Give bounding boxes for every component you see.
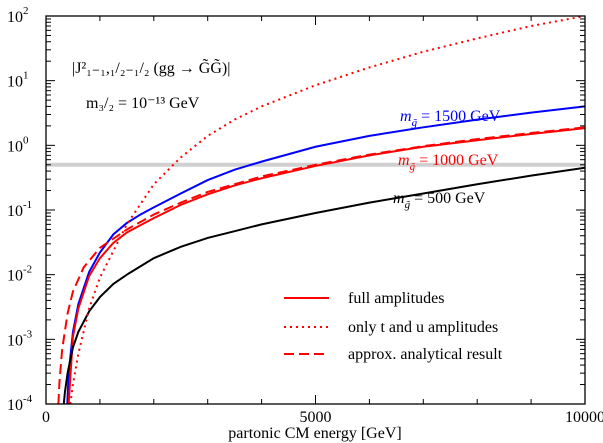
y-tick-label: 100 [7,134,29,155]
y-tick-label: 101 [7,70,29,91]
tick-layer: 0 5000 10000 10-4 10-3 10-2 10-1 100 101 102 [7,5,603,426]
y-tick-label: 10-1 [7,199,32,220]
curve-label-m-gluino-1000: mg̃ = 1000 GeV [398,152,499,173]
x-tick-label: 10000 [565,409,603,426]
legend-label-full-amplitudes: full amplitudes [348,290,444,307]
x-axis-label: partonic CM energy [GeV] [228,425,401,442]
curve-layer [57,16,585,404]
x-tick-label: 5000 [300,409,332,426]
annotation-layer: |J²₁₋₁,₁/₂₋₁/₂ (gg → G̃G̃)| m₃/₂ = 10⁻¹³ … [72,59,230,112]
legend-label-approx-analytical-result: approx. analytical result [348,346,503,363]
series-line-approx-analytical-result [57,126,585,404]
curve-label-m-gluino-1500: mg̃ = 1500 GeV [400,108,501,129]
legend: full amplitudes only t and u amplitudes ap… [284,290,503,363]
legend-label-only-t-and-u-amplitudes: only t and u amplitudes [348,319,498,336]
series-line-m-g-1000-gev [67,127,585,404]
y-tick-label: 10-3 [7,328,33,349]
curve-label-m-gluino-500: mg̃ = 500 GeV [393,190,486,211]
x-tick-label: 0 [42,409,50,426]
series-line-m-g-1500-gev [66,105,585,404]
gravitino-mass-annotation: m₃/₂ = 10⁻¹³ GeV [86,95,200,112]
y-tick-label: 102 [7,5,29,26]
y-tick-label: 10-2 [7,264,32,285]
y-tick-label: 10-4 [7,393,33,414]
series-line-m-g-500-gev [62,166,585,404]
formula-annotation: |J²₁₋₁,₁/₂₋₁/₂ (gg → G̃G̃)| [72,59,230,77]
curve-label-layer: mg̃ = 1500 GeV mg̃ = 1000 GeV mg̃ = 500 Ge… [393,108,501,211]
